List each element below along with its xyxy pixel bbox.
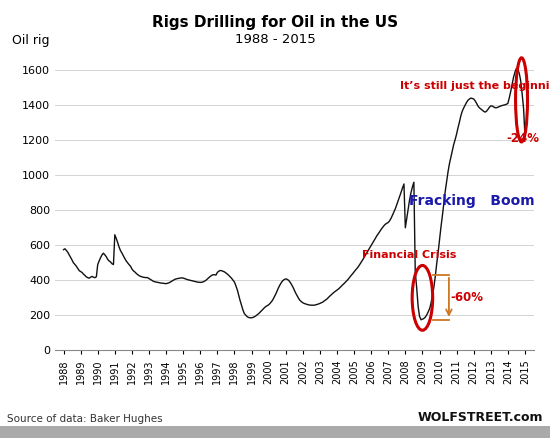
Text: -60%: -60% bbox=[450, 291, 483, 304]
Text: 1988 - 2015: 1988 - 2015 bbox=[235, 33, 315, 46]
Text: Fracking   Boom: Fracking Boom bbox=[409, 194, 535, 208]
Text: Source of data: Baker Hughes: Source of data: Baker Hughes bbox=[7, 414, 162, 424]
Text: Financial Crisis: Financial Crisis bbox=[361, 250, 456, 260]
Text: Oil rig: Oil rig bbox=[12, 34, 50, 46]
Text: WOLFSTREET.com: WOLFSTREET.com bbox=[418, 411, 543, 424]
Text: Rigs Drilling for Oil in the US: Rigs Drilling for Oil in the US bbox=[152, 15, 398, 30]
Text: -24%: -24% bbox=[507, 132, 540, 145]
Text: It’s still just the beginning: It’s still just the beginning bbox=[400, 81, 550, 92]
